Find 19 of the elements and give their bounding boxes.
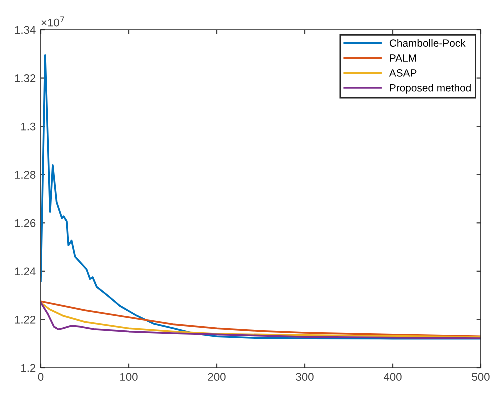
y-tick-label: 1.28	[15, 171, 36, 179]
x-tick-label: 500	[472, 373, 490, 382]
x-tick-label: 0	[38, 373, 44, 382]
x-tick-label: 100	[120, 373, 138, 382]
text: ×10$^{7}$	[42, 16, 64, 27]
y-tick-label: 1.26	[15, 219, 36, 228]
y-tick-label: 1.34	[15, 26, 36, 34]
legend-label: ASAP	[389, 69, 417, 77]
y-tick-label: 1.24	[15, 268, 36, 276]
legend-label: Proposed method	[390, 84, 471, 94]
y-tick-label: 1.32	[15, 74, 36, 82]
x-tick-label: 400	[384, 373, 402, 382]
x-tick-label: 300	[296, 373, 314, 382]
x-tick-label: 200	[208, 373, 226, 382]
y-tick-label: 1.2	[22, 364, 36, 372]
legend-label: Chambolle-Pock	[390, 39, 466, 48]
y-tick-label: 1.22	[15, 316, 36, 324]
y-tick-label: 1.3	[22, 122, 36, 131]
legend-label: PALM	[390, 54, 416, 62]
